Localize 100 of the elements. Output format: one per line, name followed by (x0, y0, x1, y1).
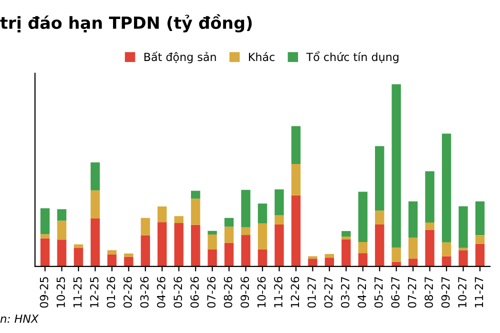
bar (458, 250, 468, 266)
legend-label: Khác (248, 52, 274, 62)
bar (475, 244, 485, 266)
bar (90, 162, 100, 190)
bar (324, 254, 334, 258)
bar (358, 242, 368, 254)
bar (274, 215, 284, 224)
bar (392, 248, 401, 262)
bar (425, 222, 434, 230)
bar (442, 256, 452, 266)
x-tick-label: 10-26 (257, 276, 266, 308)
bar (475, 201, 485, 236)
text: n: HNX (0, 314, 39, 323)
bar (124, 253, 134, 257)
x-tick-label: 02-26 (123, 276, 132, 308)
x-tick-label: 03-26 (140, 276, 149, 308)
bar (224, 226, 234, 243)
bar (458, 206, 468, 248)
x-tick-label: 12-26 (290, 276, 300, 308)
bar (241, 235, 250, 266)
bar (90, 190, 100, 218)
bar (291, 164, 301, 196)
bar (342, 236, 351, 240)
bar (392, 84, 401, 248)
bar (408, 238, 418, 259)
bar (425, 230, 434, 266)
bar (107, 254, 117, 266)
bar (258, 204, 268, 224)
x-tick-label: 05-27 (374, 277, 383, 308)
bar (190, 224, 200, 266)
bar (374, 224, 384, 266)
bar (291, 195, 301, 266)
bar (174, 216, 184, 224)
bar (258, 223, 268, 250)
bar (124, 256, 134, 266)
bar (258, 249, 268, 266)
bar (274, 189, 284, 216)
bar (90, 218, 100, 266)
bar (57, 220, 66, 240)
bar (342, 231, 351, 237)
x-tick-label: 07-27 (408, 277, 416, 308)
bar (74, 248, 84, 266)
bar (140, 218, 150, 236)
x-tick-label: 12-25 (90, 277, 98, 308)
x-tick-label: 01-27 (308, 277, 316, 308)
x-tick-label: 01-26 (106, 276, 116, 308)
x-tick-label: 08-26 (224, 276, 232, 308)
legend-label: Tổ chức tín dụng (306, 51, 398, 64)
bar (475, 235, 485, 244)
x-tick-label: 11-26 (274, 276, 282, 308)
legend-label: Bất động sản (144, 52, 216, 64)
bar (40, 234, 50, 238)
bar (158, 206, 167, 222)
x-tick-label: 07-26 (207, 276, 216, 308)
bar (442, 242, 452, 256)
bar (208, 234, 217, 250)
bar (374, 210, 384, 224)
bar (57, 209, 66, 221)
bar (274, 224, 284, 266)
bar (374, 146, 384, 211)
bar (208, 230, 217, 235)
x-tick-label: 04-27 (358, 277, 366, 308)
x-tick-label: 03-27 (340, 277, 350, 308)
bar (140, 235, 150, 266)
bar (408, 258, 418, 266)
bar (308, 258, 318, 266)
bar (324, 258, 334, 266)
bar (342, 239, 351, 266)
x-tick-label: 06-27 (391, 277, 400, 308)
bar (174, 223, 184, 266)
bar (107, 250, 117, 254)
bar (190, 190, 200, 199)
bar (74, 244, 84, 248)
x-tick-label: 09-27 (441, 277, 450, 308)
bar (425, 171, 434, 222)
bar (190, 198, 200, 225)
bar (408, 201, 418, 238)
x-tick-label: 11-27 (474, 277, 484, 308)
x-tick-label: 09-26 (240, 276, 249, 308)
x-tick-label: 02-27 (324, 277, 333, 308)
bar (208, 249, 217, 266)
bar (241, 227, 250, 236)
bar (308, 256, 318, 259)
bar (224, 218, 234, 227)
bar (358, 192, 368, 242)
bar (57, 240, 66, 266)
bar (442, 134, 452, 242)
x-tick-label: 10-27 (458, 277, 466, 308)
bar (40, 208, 50, 234)
x-tick-label: 11-25 (73, 277, 82, 308)
x-tick-label: 08-27 (424, 277, 434, 308)
bar (241, 190, 250, 228)
x-tick-label: 10-25 (56, 277, 65, 308)
x-tick-label: 04-26 (156, 276, 166, 308)
bar (358, 253, 368, 266)
bar (158, 222, 167, 266)
chart-title: trị đáo hạn TPDN (tỷ đồng) (0, 14, 252, 32)
bar (224, 242, 234, 266)
x-tick-label: 05-26 (174, 276, 182, 308)
x-tick-label: 09-25 (40, 277, 48, 308)
